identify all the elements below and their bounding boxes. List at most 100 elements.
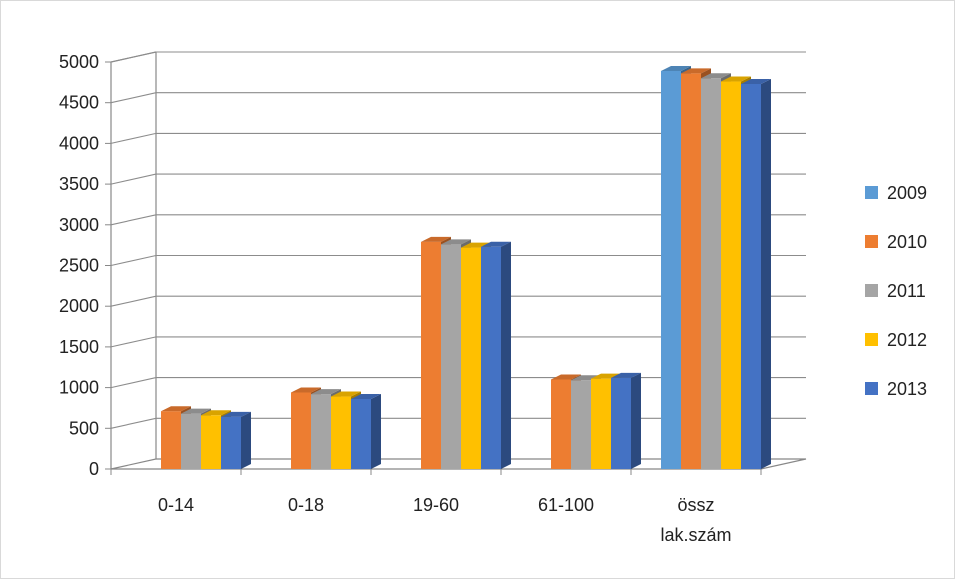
bar-front [701,78,721,469]
y-tick-label: 3500 [59,174,99,194]
legend-label: 2013 [887,379,927,399]
legend-swatch [865,186,878,199]
x-category-label: 61-100 [538,495,594,515]
x-category-label: 0-18 [288,495,324,515]
bar-top [721,76,751,82]
x-category-line: 0-18 [288,495,324,515]
legend-swatch [865,333,878,346]
gridlines [110,51,806,429]
bar-front [291,392,311,469]
x-axis-categories: 0-14 0-18 19-60 61-100 össz lak.szám [110,469,762,545]
bar-front [721,81,741,469]
bar-side [501,241,511,469]
bar-front [741,83,761,469]
x-category-line: 0-14 [158,495,194,515]
bar-top [681,68,711,74]
bar-2013-19-60 [481,241,511,469]
bar-top [311,389,341,395]
gridline [110,173,806,185]
x-category-line: 19-60 [413,495,459,515]
bar-front [201,415,221,469]
legend-label: 2012 [887,330,927,350]
bar-top [201,410,231,416]
bar-top [551,374,581,380]
y-tick-label: 5000 [59,52,99,72]
legend: 2009 2010 2011 2012 2013 [865,183,927,399]
y-tick-label: 4500 [59,93,99,113]
bar-top [661,65,691,71]
bar-front [421,241,441,469]
x-category-label: 0-14 [158,495,194,515]
gridline [110,51,806,63]
y-tick-label: 0 [89,459,99,479]
legend-item-2011: 2011 [865,281,926,301]
bar-front [611,377,631,469]
bar-front [461,247,481,469]
bar-front [331,396,351,469]
bar-top [291,387,321,393]
bar-front [681,73,701,470]
gridline [110,132,806,144]
bar-side [241,411,251,469]
x-category-line: lak.szám [660,525,731,545]
bar-front [311,394,331,469]
bar-2013-0-18 [351,393,381,469]
x-category-label: össz lak.szám [660,495,731,545]
legend-item-2012: 2012 [865,330,927,350]
bar-top [611,372,641,378]
bar-front [161,411,181,469]
legend-swatch [865,235,878,248]
bar-top [701,73,731,79]
legend-swatch [865,382,878,395]
gridline [110,254,806,267]
x-category-line: össz [677,495,714,515]
y-tick-label: 2000 [59,296,99,316]
bar-top [351,393,381,399]
bar-front [441,244,461,469]
bar-side [761,78,771,469]
bar-2013-61-100 [611,372,641,469]
bar-top [441,239,471,245]
gridline [110,336,806,348]
legend-label: 2010 [887,232,927,252]
y-tick-label: 3000 [59,215,99,235]
y-tick-label: 1000 [59,378,99,398]
legend-swatch [865,284,878,297]
x-category-label: 19-60 [413,495,459,515]
bar-side [631,372,641,469]
legend-item-2009: 2009 [865,183,927,203]
x-category-line: 61-100 [538,495,594,515]
bar-front [351,398,371,469]
gridline [110,295,806,307]
gridline [110,214,806,226]
legend-label: 2011 [887,281,926,301]
y-axis-ticks: 0 500 1000 1500 2000 2500 3000 3500 4000 4500 5000 [59,52,111,479]
bar-top [741,78,771,84]
bar-2013--ssz-lak-sz-m [741,78,771,469]
y-tick-label: 2500 [59,256,99,276]
bar-front [591,378,611,469]
bar-top [331,391,361,397]
y-tick-label: 1500 [59,337,99,357]
legend-item-2010: 2010 [865,232,927,252]
gridline [110,92,806,104]
bar-side [371,393,381,469]
bar-top [181,408,211,414]
bar-front [571,380,591,469]
bar-front [181,413,201,469]
legend-label: 2009 [887,183,927,203]
bar-front [221,416,241,469]
bar-front [551,379,571,469]
y-tick-label: 4000 [59,133,99,153]
bar-top [161,406,191,412]
bar-top [221,411,251,417]
bar-top [421,236,451,242]
bars [161,65,771,470]
legend-item-2013: 2013 [865,379,927,399]
y-tick-label: 500 [69,418,99,438]
bar-2013-0-14 [221,411,251,469]
bar-top [481,241,511,247]
bar-front [481,246,501,469]
